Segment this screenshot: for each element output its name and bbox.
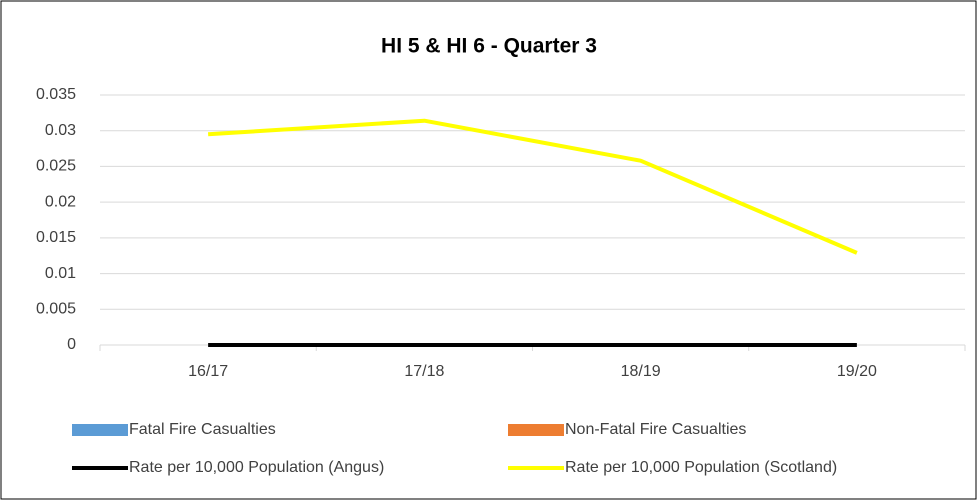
y-tick-label: 0.015 [36, 229, 76, 246]
legend-label: Rate per 10,000 Population (Angus) [129, 459, 384, 476]
y-tick-label: 0.035 [36, 86, 76, 103]
chart-title: HI 5 & HI 6 - Quarter 3 [381, 35, 597, 58]
y-tick-label: 0.025 [36, 158, 76, 175]
line [207, 118, 858, 255]
y-tick-label: 0.005 [36, 301, 76, 318]
legend-swatch [508, 424, 564, 436]
y-tick-label: 0.03 [45, 122, 76, 139]
y-tick-label: 0 [67, 336, 76, 353]
legend-label: Non-Fatal Fire Casualties [565, 421, 746, 438]
y-tick-label: 0.01 [45, 265, 76, 282]
x-tick-label: 16/17 [188, 363, 228, 380]
legend-label: Rate per 10,000 Population (Scotland) [565, 459, 837, 476]
x-tick-label: 18/19 [621, 363, 661, 380]
legend-label: Fatal Fire Casualties [129, 421, 276, 438]
x-tick-label: 17/18 [404, 363, 444, 380]
legend-swatch [72, 424, 128, 436]
y-tick-label: 0.02 [45, 193, 76, 210]
x-tick-label: 19/20 [837, 363, 877, 380]
